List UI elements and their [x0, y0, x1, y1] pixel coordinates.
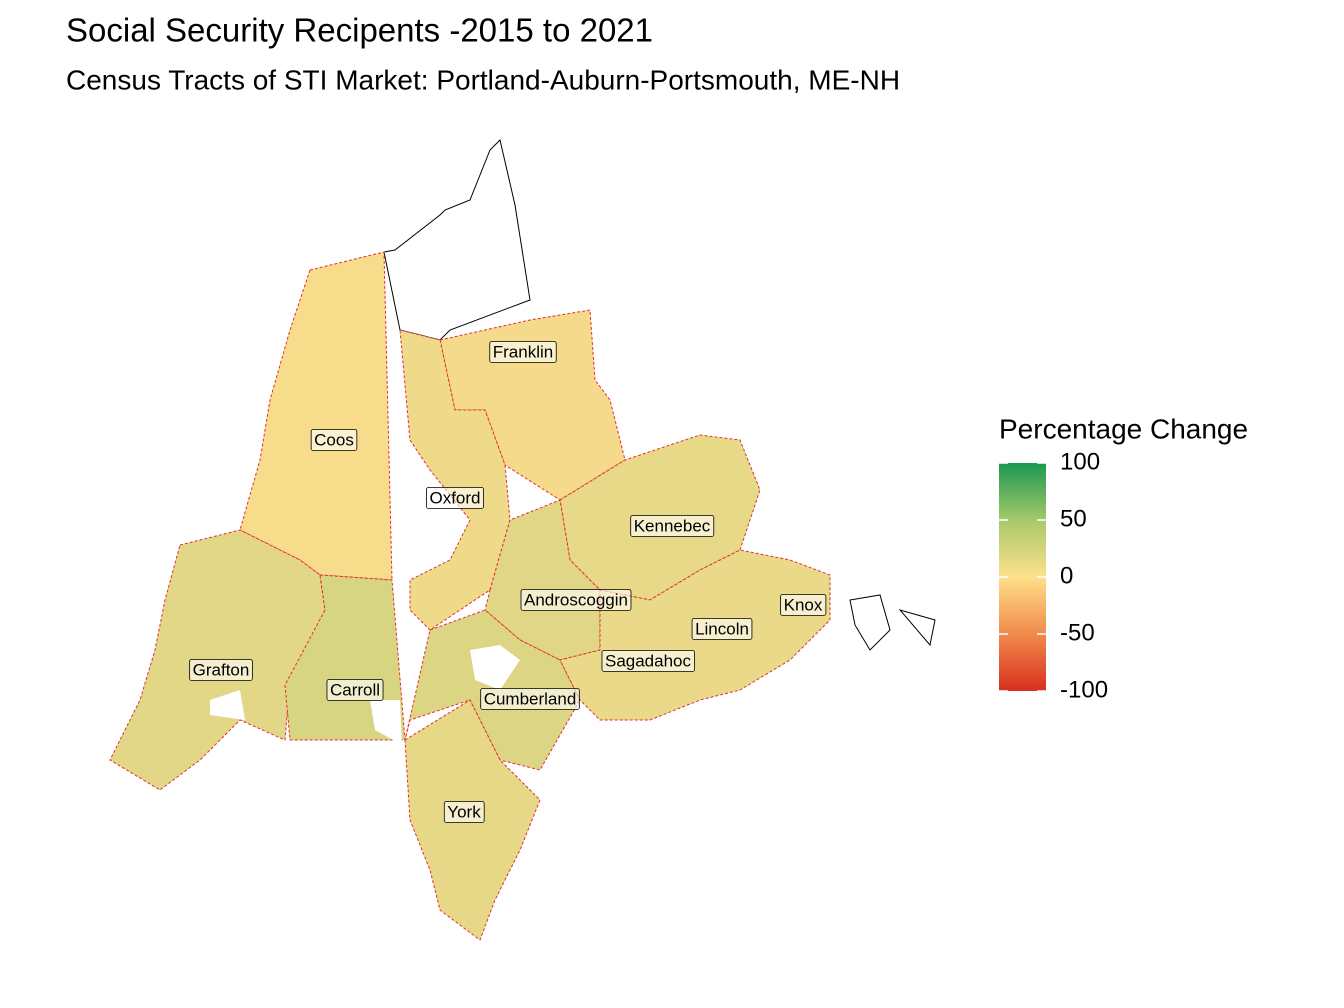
county-label: Kennebec [634, 516, 711, 535]
county-label-box [780, 594, 827, 616]
coos-area [239, 251, 393, 581]
county-label: Cumberland [484, 689, 577, 708]
county-label: Oxford [429, 488, 480, 507]
county-label: Grafton [193, 660, 250, 679]
county-label-box [189, 659, 253, 681]
county-label-box [326, 679, 384, 701]
subtitle: Census Tracts of STI Market: Portland-Au… [66, 64, 900, 95]
unincluded-patch [210, 645, 520, 745]
islands [849, 594, 936, 651]
oxford-area [399, 329, 511, 631]
county-label-box [630, 515, 715, 537]
legend-tick-label: -50 [1060, 619, 1095, 646]
legend: 100 50 0 -50 -100 [999, 448, 1108, 703]
legend-tick-label: 50 [1060, 505, 1087, 532]
county-label-box [480, 688, 580, 710]
county-label-box [601, 650, 695, 672]
legend-tick-label: 0 [1060, 562, 1073, 589]
county-label: Knox [784, 595, 823, 614]
county-label: Carroll [330, 680, 380, 699]
county-label-box [443, 801, 485, 823]
county-label: Sagadahoc [605, 651, 692, 670]
county-label: Coos [314, 430, 354, 449]
title: Social Security Recipents -2015 to 2021 [66, 12, 653, 49]
county-labels: Franklin Coos Oxford Kennebec Androscoggin Kn… [189, 341, 827, 823]
androscoggin-area [484, 499, 601, 661]
unincluded-region [383, 139, 531, 341]
map [109, 139, 936, 941]
county-label-box [489, 341, 557, 363]
county-label-box [426, 487, 484, 509]
county-label-box [520, 589, 632, 611]
county-label: Franklin [493, 342, 553, 361]
legend-tick-label: 100 [1060, 448, 1100, 475]
county-label: Androscoggin [524, 590, 628, 609]
county-label-box [310, 429, 358, 451]
county-label: Lincoln [695, 619, 749, 638]
legend-tick-label: -100 [1060, 676, 1108, 703]
county-label-box [691, 618, 753, 640]
legend-title: Percentage Change [999, 413, 1248, 444]
county-label: York [447, 802, 481, 821]
